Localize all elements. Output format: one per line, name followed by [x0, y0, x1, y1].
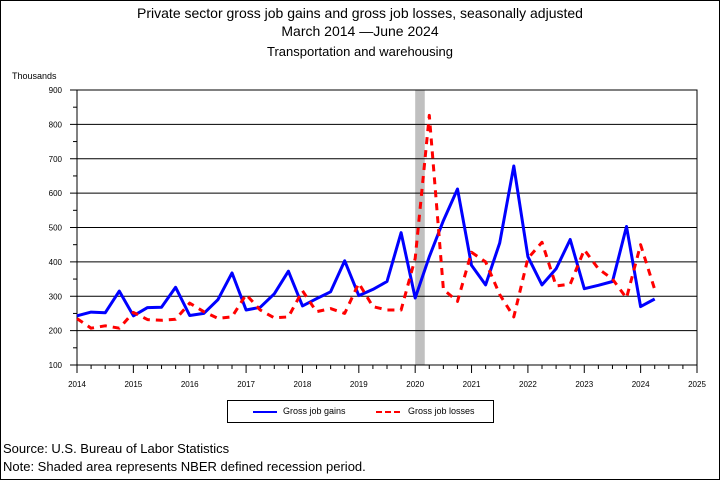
x-tick-label: 2025: [688, 380, 706, 389]
x-tick-label: 2017: [237, 380, 255, 389]
legend-label-gains: Gross job gains: [283, 406, 346, 416]
x-tick-label: 2018: [294, 380, 312, 389]
y-tick-label: 900: [49, 86, 63, 95]
source-note: Source: U.S. Bureau of Labor Statistics: [3, 441, 230, 456]
x-tick-label: 2024: [632, 380, 650, 389]
y-tick-label: 600: [49, 189, 63, 198]
y-tick-label: 800: [49, 120, 63, 129]
chart-title: Private sector gross job gains and gross…: [137, 5, 583, 21]
x-tick-label: 2019: [350, 380, 368, 389]
y-tick-label: 700: [49, 155, 63, 164]
x-tick-label: 2022: [519, 380, 537, 389]
y-tick-label: 300: [49, 292, 63, 301]
series-line-job-losses: [76, 113, 657, 330]
y-tick-label: 200: [49, 327, 63, 336]
chart-subtitle: Transportation and warehousing: [267, 44, 453, 59]
series-line-job-gains: [76, 164, 656, 318]
recession-note: Note: Shaded area represents NBER define…: [3, 459, 366, 474]
legend-swatch-losses: [376, 411, 400, 413]
y-tick-label: 400: [49, 258, 63, 267]
legend-label-losses: Gross job losses: [408, 406, 475, 416]
x-tick-label: 2023: [575, 380, 593, 389]
x-tick-label: 2021: [463, 380, 481, 389]
x-tick-label: 2014: [68, 380, 86, 389]
y-tick-label: 100: [49, 361, 63, 370]
legend: Gross job gains Gross job losses: [227, 400, 494, 423]
x-tick-label: 2016: [181, 380, 199, 389]
x-tick-label: 2020: [406, 380, 424, 389]
y-axis-label: Thousands: [12, 71, 57, 81]
y-tick-label: 500: [49, 224, 63, 233]
x-tick-label: 2015: [124, 380, 142, 389]
legend-swatch-gains: [253, 411, 277, 413]
chart-date-range: March 2014 —June 2024: [281, 23, 439, 39]
